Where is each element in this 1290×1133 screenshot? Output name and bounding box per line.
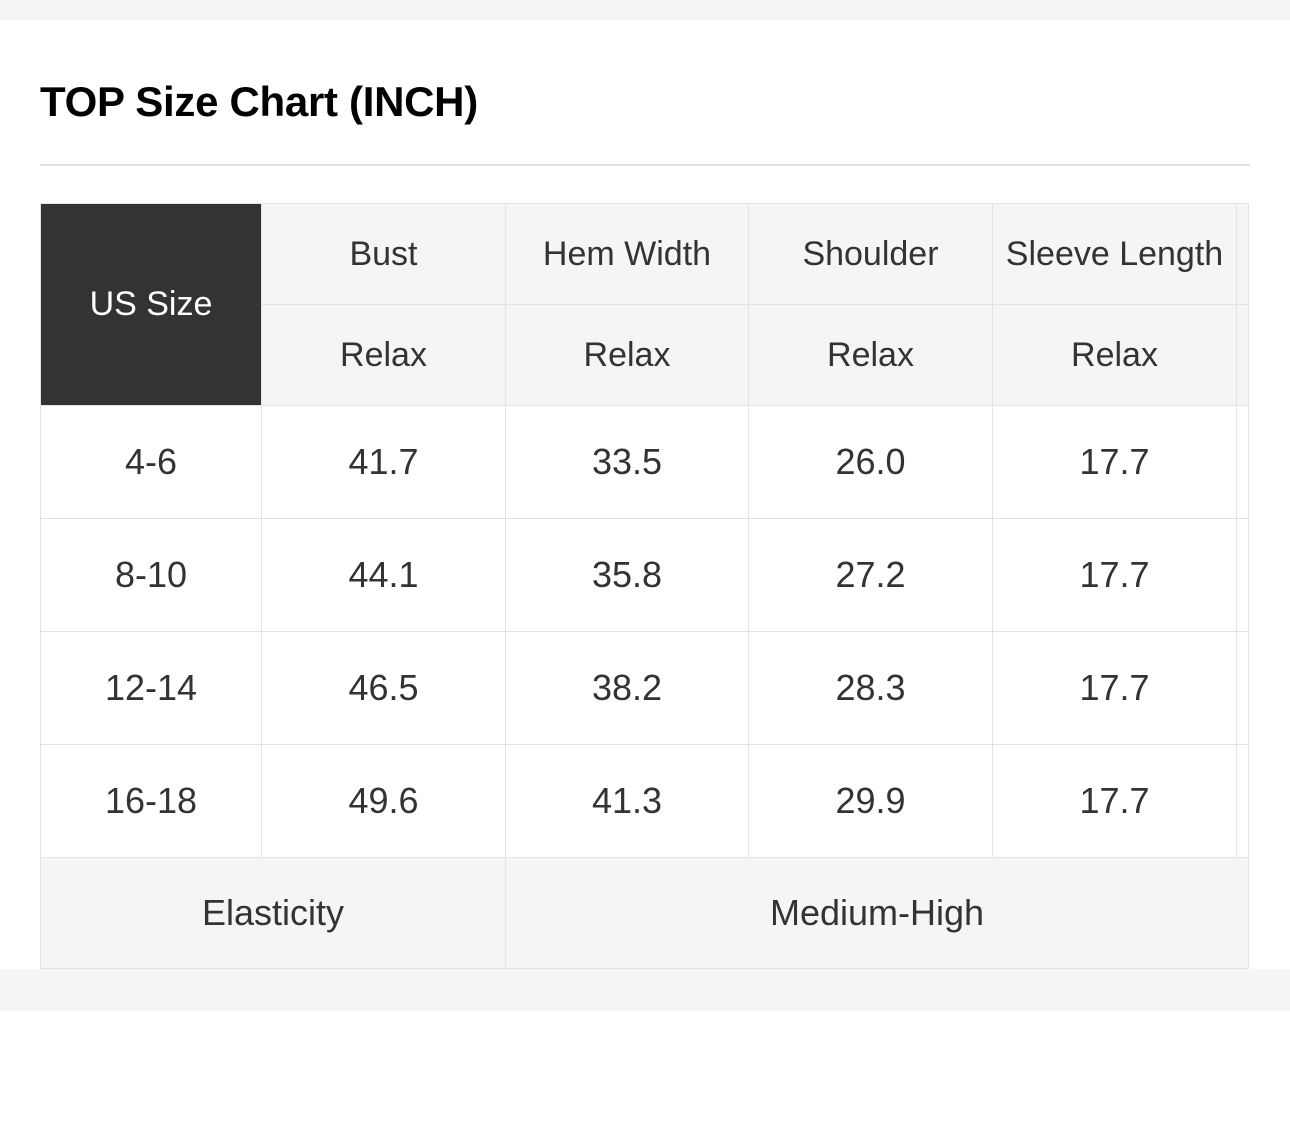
header-fit-sleeve-length: Relax bbox=[992, 304, 1237, 407]
cell-bust: 49.6 bbox=[261, 744, 506, 859]
elasticity-label: Elasticity bbox=[40, 857, 506, 970]
table-row: 12-14 46.5 38.2 28.3 17.7 bbox=[40, 631, 1249, 746]
cell-hem-width: 38.2 bbox=[505, 631, 749, 746]
cell-size: 8-10 bbox=[40, 518, 262, 633]
cell-sleeve-length: 17.7 bbox=[992, 631, 1237, 746]
header-fit-bust: Relax bbox=[261, 304, 506, 407]
table-row: 16-18 49.6 41.3 29.9 17.7 bbox=[40, 744, 1249, 859]
header-fit-clipped-column bbox=[1236, 304, 1249, 407]
header-us-size: US Size bbox=[40, 203, 262, 407]
cell-clipped-column bbox=[1236, 631, 1249, 746]
cell-clipped-column bbox=[1236, 518, 1249, 633]
cell-shoulder: 29.9 bbox=[748, 744, 993, 859]
size-chart-table: US Size Bust Hem Width Shoulder Sleeve L… bbox=[40, 203, 1249, 970]
top-spacer-band bbox=[0, 0, 1290, 20]
header-clipped-column bbox=[1236, 203, 1249, 306]
header-sleeve-length: Sleeve Length bbox=[992, 203, 1237, 306]
cell-size: 16-18 bbox=[40, 744, 262, 859]
cell-shoulder: 26.0 bbox=[748, 405, 993, 520]
cell-size: 4-6 bbox=[40, 405, 262, 520]
header-fit-hem-width: Relax bbox=[505, 304, 749, 407]
table-row: 8-10 44.1 35.8 27.2 17.7 bbox=[40, 518, 1249, 633]
elasticity-row: Elasticity Medium-High bbox=[40, 857, 1249, 970]
cell-shoulder: 27.2 bbox=[748, 518, 993, 633]
elasticity-value: Medium-High bbox=[505, 857, 1249, 970]
header-bust: Bust bbox=[261, 203, 506, 306]
table-header-row-measure: US Size Bust Hem Width Shoulder Sleeve L… bbox=[40, 203, 1249, 407]
header-shoulder: Shoulder bbox=[748, 203, 993, 306]
cell-bust: 46.5 bbox=[261, 631, 506, 746]
cell-shoulder: 28.3 bbox=[748, 631, 993, 746]
cell-bust: 44.1 bbox=[261, 518, 506, 633]
size-chart-page: TOP Size Chart (INCH) US Size Bust Hem W… bbox=[0, 20, 1290, 970]
table-row: 4-6 41.7 33.5 26.0 17.7 bbox=[40, 405, 1249, 520]
header-fit-shoulder: Relax bbox=[748, 304, 993, 407]
cell-sleeve-length: 17.7 bbox=[992, 405, 1237, 520]
cell-size: 12-14 bbox=[40, 631, 262, 746]
cell-hem-width: 35.8 bbox=[505, 518, 749, 633]
cell-bust: 41.7 bbox=[261, 405, 506, 520]
content-area: TOP Size Chart (INCH) US Size Bust Hem W… bbox=[0, 20, 1290, 970]
table-header-row-fit: Relax Relax Relax Relax bbox=[41, 304, 1249, 407]
title-divider bbox=[40, 164, 1250, 167]
cell-hem-width: 41.3 bbox=[505, 744, 749, 859]
cell-sleeve-length: 17.7 bbox=[992, 518, 1237, 633]
cell-hem-width: 33.5 bbox=[505, 405, 749, 520]
page-title: TOP Size Chart (INCH) bbox=[40, 78, 478, 125]
header-hem-width: Hem Width bbox=[505, 203, 749, 306]
bottom-spacer-band bbox=[0, 969, 1290, 1012]
cell-sleeve-length: 17.7 bbox=[992, 744, 1237, 859]
cell-clipped-column bbox=[1236, 744, 1249, 859]
cell-clipped-column bbox=[1236, 405, 1249, 520]
